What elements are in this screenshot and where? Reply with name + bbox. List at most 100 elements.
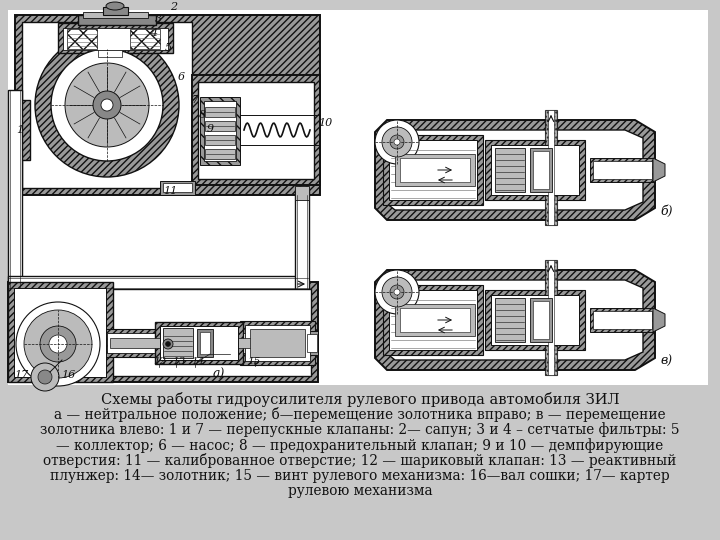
Text: 9: 9 bbox=[207, 124, 214, 134]
Bar bbox=[205, 121, 235, 131]
Bar bbox=[533, 151, 549, 189]
Bar bbox=[63, 28, 168, 50]
Text: а): а) bbox=[213, 368, 225, 381]
Bar bbox=[240, 115, 320, 145]
Bar bbox=[485, 290, 585, 350]
Text: 2: 2 bbox=[170, 2, 177, 12]
Bar bbox=[8, 10, 708, 385]
Polygon shape bbox=[385, 130, 643, 210]
Circle shape bbox=[166, 341, 171, 347]
Bar bbox=[8, 282, 318, 382]
Bar bbox=[548, 110, 554, 225]
Circle shape bbox=[382, 127, 412, 157]
Bar bbox=[590, 308, 655, 332]
Bar bbox=[295, 190, 309, 290]
Bar bbox=[107, 333, 299, 353]
Text: рулевою механизма: рулевою механизма bbox=[288, 484, 432, 498]
Bar bbox=[78, 15, 156, 25]
Text: 4: 4 bbox=[150, 28, 157, 38]
Circle shape bbox=[65, 63, 149, 147]
Circle shape bbox=[390, 135, 404, 149]
Circle shape bbox=[35, 33, 179, 177]
Text: Схемы работы гидроусилителя рулевого привода автомобиля ЗИЛ: Схемы работы гидроусилителя рулевого при… bbox=[101, 392, 619, 407]
Bar bbox=[389, 140, 477, 200]
Circle shape bbox=[390, 285, 404, 299]
Bar bbox=[103, 7, 128, 15]
Circle shape bbox=[38, 370, 52, 384]
Bar bbox=[200, 97, 240, 165]
Text: 16: 16 bbox=[61, 370, 76, 380]
Text: — коллектор; 6 — насос; 8 — предохранительный клапан; 9 и 10 — демпфирующие: — коллектор; 6 — насос; 8 — предохраните… bbox=[56, 438, 664, 453]
Bar bbox=[197, 329, 213, 357]
Bar bbox=[533, 301, 549, 339]
Text: 7: 7 bbox=[192, 95, 199, 105]
Bar bbox=[130, 29, 160, 49]
Bar bbox=[8, 90, 22, 290]
Bar bbox=[163, 183, 192, 192]
Bar bbox=[303, 331, 318, 355]
Bar bbox=[590, 158, 655, 182]
Circle shape bbox=[31, 363, 59, 391]
Bar bbox=[163, 328, 193, 358]
Circle shape bbox=[394, 139, 400, 145]
Circle shape bbox=[101, 99, 113, 111]
Bar bbox=[495, 298, 525, 342]
Text: а — нейтральное положение; б—перемещение золотника вправо; в — перемещение: а — нейтральное положение; б—перемещение… bbox=[54, 407, 666, 422]
Bar bbox=[15, 15, 320, 195]
Polygon shape bbox=[375, 270, 655, 370]
Text: золотника влево: 1 и 7 — перепускные клапаны: 2— сапун; 3 и 4 – сетчатые фильтры: золотника влево: 1 и 7 — перепускные кла… bbox=[40, 422, 680, 437]
Text: б): б) bbox=[660, 205, 672, 218]
Bar bbox=[200, 332, 210, 354]
Circle shape bbox=[375, 120, 419, 164]
Text: 1: 1 bbox=[16, 125, 23, 135]
Circle shape bbox=[49, 335, 67, 353]
Bar bbox=[15, 289, 311, 376]
Circle shape bbox=[24, 310, 92, 378]
Circle shape bbox=[93, 91, 121, 119]
Bar bbox=[58, 23, 173, 53]
Bar bbox=[491, 295, 579, 345]
Polygon shape bbox=[653, 308, 665, 332]
Text: 10: 10 bbox=[318, 118, 332, 128]
Bar bbox=[110, 338, 296, 348]
Bar bbox=[160, 181, 195, 195]
Bar bbox=[383, 285, 483, 355]
Bar bbox=[548, 260, 554, 375]
Bar bbox=[295, 186, 309, 200]
Bar bbox=[395, 304, 475, 336]
Polygon shape bbox=[653, 158, 665, 182]
Bar bbox=[198, 82, 314, 179]
Circle shape bbox=[163, 339, 173, 349]
Circle shape bbox=[394, 289, 400, 295]
Bar bbox=[15, 100, 30, 160]
Bar bbox=[530, 148, 552, 192]
Bar bbox=[14, 288, 106, 377]
Bar bbox=[485, 140, 585, 200]
Bar bbox=[250, 329, 305, 357]
Circle shape bbox=[16, 302, 100, 386]
Polygon shape bbox=[385, 280, 643, 360]
Bar bbox=[530, 298, 552, 342]
Bar bbox=[495, 148, 525, 192]
Circle shape bbox=[382, 277, 412, 307]
Text: 8: 8 bbox=[199, 110, 206, 120]
Bar bbox=[307, 334, 317, 352]
Bar bbox=[67, 29, 97, 49]
Bar bbox=[491, 145, 579, 195]
Text: 5: 5 bbox=[165, 43, 172, 53]
Text: отверстия: 11 — калиброванное отверстие; 12 — шариковый клапан: 13 — реактивный: отверстия: 11 — калиброванное отверстие;… bbox=[43, 454, 677, 469]
Bar bbox=[83, 12, 148, 18]
Bar bbox=[98, 50, 122, 57]
Bar bbox=[204, 101, 236, 161]
Bar bbox=[245, 325, 310, 361]
Bar bbox=[160, 326, 238, 360]
Bar bbox=[205, 107, 235, 117]
Bar bbox=[0, 385, 720, 540]
Bar bbox=[593, 311, 652, 329]
Bar bbox=[395, 154, 475, 186]
Text: 6: 6 bbox=[178, 72, 185, 82]
Text: 14: 14 bbox=[191, 357, 204, 366]
Bar bbox=[593, 161, 652, 179]
Bar bbox=[22, 22, 192, 188]
Ellipse shape bbox=[106, 2, 124, 10]
